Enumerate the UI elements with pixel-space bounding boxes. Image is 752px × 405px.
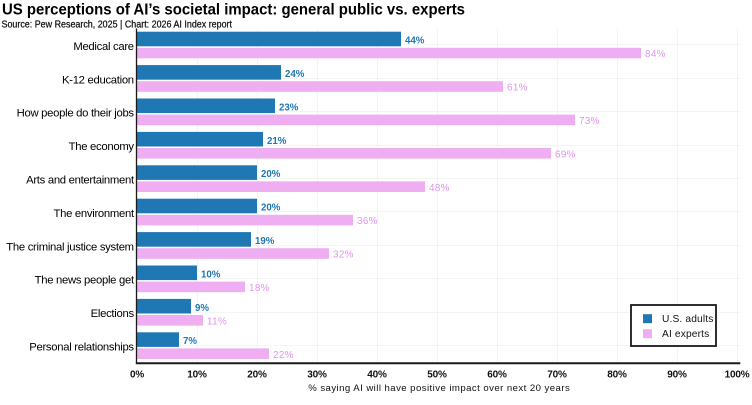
svg-text:Source: Pew Research, 2025 | C: Source: Pew Research, 2025 | Chart: 2026… [2,20,233,31]
svg-text:U.S. adults: U.S. adults [662,314,713,325]
svg-text:11%: 11% [207,316,227,327]
svg-text:22%: 22% [273,350,294,361]
svg-text:The criminal justice system: The criminal justice system [6,241,134,253]
svg-text:20%: 20% [261,203,281,214]
svg-text:K-12 education: K-12 education [62,74,134,86]
svg-text:84%: 84% [645,49,666,60]
svg-text:90%: 90% [667,370,687,381]
svg-text:9%: 9% [195,303,209,314]
svg-text:Elections: Elections [91,308,135,320]
svg-text:18%: 18% [249,283,270,294]
svg-text:Medical care: Medical care [73,41,133,53]
svg-text:32%: 32% [333,250,354,261]
svg-text:0%: 0% [130,370,144,381]
svg-text:Arts and entertainment: Arts and entertainment [26,175,135,187]
svg-text:How people do their jobs: How people do their jobs [17,108,135,120]
svg-text:The news people get: The news people get [35,275,135,287]
svg-text:24%: 24% [285,69,305,80]
svg-text:20%: 20% [247,370,267,381]
svg-text:US perceptions of AI’s societa: US perceptions of AI’s societal impact: … [2,2,465,19]
svg-text:48%: 48% [429,183,450,194]
svg-text:70%: 70% [547,370,567,381]
svg-text:36%: 36% [357,216,378,227]
svg-text:20%: 20% [261,169,281,180]
svg-text:44%: 44% [405,36,425,47]
svg-text:61%: 61% [507,83,528,94]
svg-text:7%: 7% [183,336,197,347]
svg-text:50%: 50% [427,370,447,381]
svg-text:23%: 23% [279,102,299,113]
svg-text:19%: 19% [255,236,275,247]
svg-text:The economy: The economy [69,141,135,153]
svg-text:100%: 100% [725,370,750,381]
svg-text:% saying AI will have positive: % saying AI will have positive impact ov… [308,383,570,394]
svg-text:Personal relationships: Personal relationships [29,342,134,354]
svg-text:10%: 10% [187,370,207,381]
svg-text:40%: 40% [367,370,387,381]
svg-text:30%: 30% [307,370,327,381]
svg-text:80%: 80% [607,370,627,381]
svg-text:73%: 73% [579,116,600,127]
svg-text:69%: 69% [555,149,576,160]
svg-text:The environment: The environment [54,208,135,220]
svg-text:21%: 21% [267,136,287,147]
svg-text:AI experts: AI experts [662,329,709,340]
svg-text:10%: 10% [201,269,221,280]
svg-text:60%: 60% [487,370,507,381]
